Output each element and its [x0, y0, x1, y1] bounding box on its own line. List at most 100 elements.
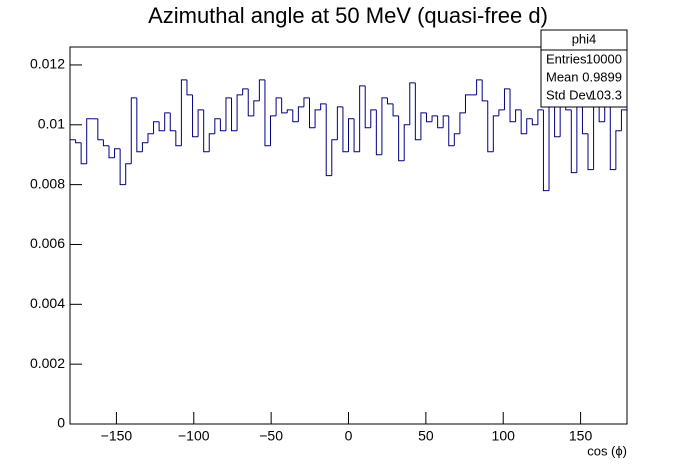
histogram-bin	[141, 142, 148, 152]
stats-value: 0.9899	[582, 69, 622, 84]
histogram-bin	[236, 94, 243, 131]
histogram-bin	[620, 109, 627, 131]
histogram-bin	[348, 118, 355, 152]
histogram-bin	[158, 121, 165, 132]
y-tick-label: 0	[57, 415, 65, 431]
stats-value: 103.3	[589, 87, 622, 102]
histogram-bin	[531, 118, 538, 126]
histogram-bin	[208, 133, 215, 152]
histogram-bin	[359, 85, 366, 152]
stats-label: Mean	[546, 69, 579, 84]
y-tick-label: 0.01	[38, 115, 65, 131]
histogram-bin	[336, 106, 343, 140]
histogram-bin	[353, 118, 360, 153]
histogram-bin	[108, 145, 115, 159]
histogram-bin	[303, 97, 310, 107]
y-tick-label: 0.012	[30, 56, 65, 72]
x-tick-label: 0	[345, 428, 353, 444]
histogram-bin	[219, 118, 226, 132]
histogram-bin	[615, 130, 622, 170]
histogram-bin	[314, 109, 321, 128]
histogram-bin	[542, 109, 550, 192]
histogram-bin	[192, 94, 199, 138]
y-tick-label: 0.006	[30, 235, 65, 251]
histogram-bin	[153, 121, 160, 134]
histogram-bin	[437, 115, 444, 129]
histogram-bin	[503, 88, 511, 110]
histogram-bin	[375, 109, 382, 156]
histogram-bin	[386, 97, 394, 105]
histogram-bin	[225, 97, 232, 131]
histogram-bin	[487, 100, 494, 153]
histogram-bin	[292, 109, 299, 123]
x-tick-label: 150	[569, 428, 593, 444]
histogram-bin	[286, 109, 293, 113]
stats-value: 10000	[586, 51, 622, 66]
stats-title: phi4	[572, 31, 597, 46]
histogram-bin	[264, 79, 271, 147]
histogram-bin	[164, 112, 171, 131]
histogram-bin	[492, 115, 499, 152]
histogram-bin	[86, 118, 93, 164]
histogram-bin	[97, 118, 104, 141]
histogram-bin	[169, 112, 176, 132]
x-tick-label: −50	[259, 428, 283, 444]
histogram-bin	[448, 115, 455, 147]
histogram-bin	[325, 103, 332, 177]
stats-box	[540, 29, 628, 108]
histogram-bin	[425, 112, 433, 123]
histogram-bin	[481, 79, 488, 102]
histogram-bin	[186, 79, 193, 96]
histogram-bin	[275, 97, 282, 116]
histogram-bin	[509, 88, 516, 123]
histogram-bin	[537, 109, 544, 125]
histogram-bin	[80, 142, 87, 165]
histogram-bin	[403, 124, 410, 161]
chart-title: Azimuthal angle at 50 MeV (quasi-free d)	[148, 3, 548, 28]
histogram-bin	[258, 79, 265, 101]
x-tick-label: 50	[418, 428, 434, 444]
histogram-bin	[270, 115, 277, 146]
histogram-bin	[247, 88, 254, 117]
histogram-bin	[364, 85, 371, 129]
histogram-bin	[476, 79, 483, 95]
histogram-bin	[609, 88, 616, 171]
histogram-bin	[147, 133, 154, 143]
histogram-bin	[309, 97, 316, 129]
histogram-bin	[409, 82, 416, 125]
histogram-bin	[392, 103, 399, 117]
histogram-bin	[431, 115, 438, 122]
histogram-bin	[464, 94, 472, 113]
histogram-bin	[180, 79, 187, 146]
stats-label: Std Dev	[546, 87, 593, 102]
histogram-bin	[130, 97, 137, 164]
histogram-bin	[420, 112, 427, 140]
histogram-bin	[581, 94, 589, 135]
x-tick-label: −150	[101, 428, 133, 444]
x-tick-label: −100	[178, 428, 210, 444]
y-tick-label: 0.004	[30, 295, 65, 311]
histogram-bin	[414, 82, 421, 141]
histogram-bin	[442, 115, 449, 128]
histogram-bin	[114, 148, 121, 158]
histogram-bin	[197, 109, 204, 137]
histogram-bin	[515, 109, 522, 122]
stats-label: Entries	[546, 51, 587, 66]
histogram-bin	[598, 100, 605, 123]
histogram-bin	[587, 133, 594, 171]
histogram-bin	[175, 130, 182, 147]
histogram-bin	[231, 97, 238, 132]
histogram-bin	[526, 118, 533, 134]
histogram-bin	[398, 115, 405, 162]
histogram-bin	[520, 109, 527, 135]
histogram-bin	[75, 139, 82, 144]
histogram-bin	[381, 97, 388, 155]
histogram-bin	[370, 109, 377, 128]
histogram-bin	[214, 118, 221, 134]
histogram-bin	[203, 109, 210, 153]
histogram-bin	[281, 97, 288, 114]
histogram-bin	[136, 97, 143, 153]
histogram-bin	[297, 106, 304, 122]
histogram-bin	[498, 109, 505, 116]
